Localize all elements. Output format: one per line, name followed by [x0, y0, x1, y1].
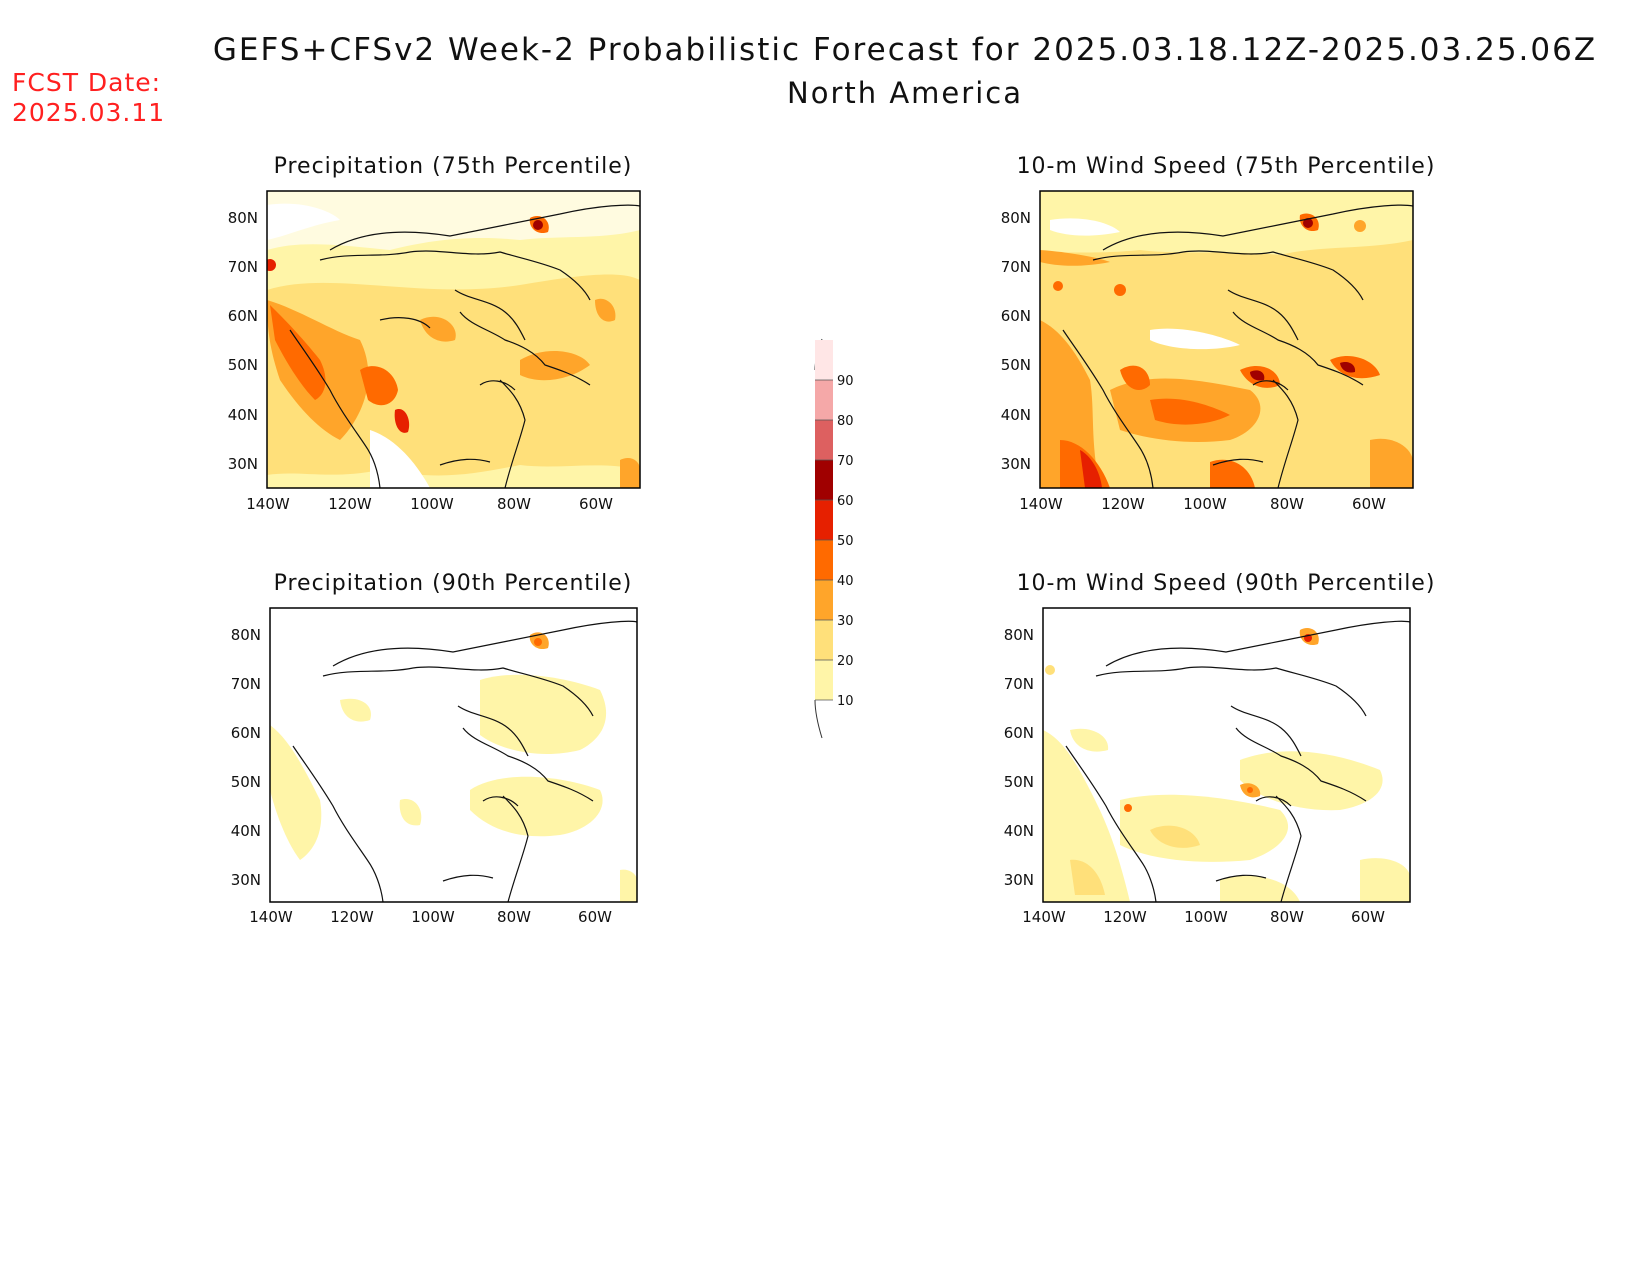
- lon-label: 140W: [246, 495, 290, 513]
- lon-label: 60W: [578, 908, 612, 926]
- coastlines: [1065, 620, 1410, 902]
- lon-label: 120W: [1101, 495, 1145, 513]
- coastlines: [292, 620, 637, 902]
- colorbar-label: 30: [837, 614, 854, 629]
- lon-labels: 140W 120W 100W 80W 60W: [1022, 908, 1385, 926]
- lon-label: 100W: [410, 495, 454, 513]
- panel-precip-90: Precipitation (90th Percentile) 80N 70N: [231, 571, 638, 926]
- lat-label: 30N: [1004, 871, 1034, 889]
- colorbar-swatch: [815, 500, 833, 540]
- lon-label: 100W: [411, 908, 455, 926]
- panel-title: Precipitation (90th Percentile): [274, 571, 633, 596]
- lat-label: 80N: [231, 626, 261, 644]
- lon-label: 100W: [1184, 908, 1228, 926]
- coastlines: [1062, 204, 1413, 488]
- lat-labels: 80N 70N 60N 50N 40N 30N: [1004, 626, 1034, 889]
- lat-label: 30N: [231, 871, 261, 889]
- lat-label: 60N: [228, 307, 258, 325]
- colorbar-label: 70: [837, 454, 854, 469]
- panel-wind-75: 10-m Wind Speed (75th Percentile): [1001, 154, 1436, 513]
- colorbar-label: 60: [837, 494, 854, 509]
- lon-labels: 140W 120W 100W 80W 60W: [249, 908, 612, 926]
- panel-wind-90: 10-m Wind Speed (90th Percentile): [1004, 571, 1436, 926]
- lon-label: 60W: [1352, 495, 1386, 513]
- fcst-date-label: FCST Date:: [12, 68, 162, 97]
- lon-label: 80W: [1270, 908, 1304, 926]
- lat-label: 50N: [231, 773, 261, 791]
- panel-title: Precipitation (75th Percentile): [274, 154, 633, 179]
- lat-label: 60N: [1004, 724, 1034, 742]
- main-title: GEFS+CFSv2 Week-2 Probabilistic Forecast…: [212, 32, 1598, 68]
- map-frame: [1042, 607, 1411, 903]
- lon-labels: 140W 120W 100W 80W 60W: [1019, 495, 1386, 513]
- lat-label: 40N: [1001, 406, 1031, 424]
- colorbar-swatch: [815, 420, 833, 460]
- probability-shading: [1043, 608, 1410, 902]
- colorbar-label: 10: [837, 694, 854, 709]
- colorbar-swatch: [815, 620, 833, 660]
- probability-shading: [270, 608, 637, 902]
- lat-label: 80N: [228, 209, 258, 227]
- lat-label: 70N: [1001, 258, 1031, 276]
- lon-label: 60W: [579, 495, 613, 513]
- map-frame: [1039, 190, 1414, 489]
- lat-label: 70N: [228, 258, 258, 276]
- lat-label: 50N: [1001, 356, 1031, 374]
- colorbar-swatch: [815, 340, 833, 380]
- lat-label: 70N: [1004, 675, 1034, 693]
- lat-label: 60N: [1001, 307, 1031, 325]
- lat-label: 30N: [228, 455, 258, 473]
- colorbar-label: 90: [837, 374, 854, 389]
- region-subtitle: North America: [787, 76, 1023, 110]
- probability-shading: [1040, 191, 1413, 488]
- colorbar-swatch: [815, 380, 833, 420]
- lon-label: 60W: [1351, 908, 1385, 926]
- lon-label: 140W: [1022, 908, 1066, 926]
- colorbar-label: 40: [837, 574, 854, 589]
- lat-label: 50N: [1004, 773, 1034, 791]
- colorbar-swatch: [815, 540, 833, 580]
- colorbar-swatch: [815, 460, 833, 500]
- lon-label: 120W: [1103, 908, 1147, 926]
- lat-label: 40N: [1004, 822, 1034, 840]
- colorbar-label: 80: [837, 414, 854, 429]
- lon-label: 100W: [1183, 495, 1227, 513]
- lon-label: 140W: [249, 908, 293, 926]
- lat-labels: 80N 70N 60N 50N 40N 30N: [228, 209, 258, 473]
- map-frame: [269, 607, 638, 903]
- panel-precip-75: Precipitation (75th Percentile): [228, 154, 641, 513]
- lat-labels: 80N 70N 60N 50N 40N 30N: [1001, 209, 1031, 473]
- panel-title: 10-m Wind Speed (90th Percentile): [1017, 571, 1436, 596]
- lat-label: 40N: [228, 406, 258, 424]
- lat-label: 70N: [231, 675, 261, 693]
- lon-label: 80W: [497, 908, 531, 926]
- coastlines: [289, 204, 640, 488]
- colorbar-swatch: [815, 660, 833, 700]
- colorbar-swatch: [815, 580, 833, 620]
- lat-label: 80N: [1001, 209, 1031, 227]
- colorbar-legend: 10 20 30 40 50 60 70 80 90: [814, 338, 854, 739]
- colorbar-label: 50: [837, 534, 854, 549]
- panel-title: 10-m Wind Speed (75th Percentile): [1017, 154, 1436, 179]
- lat-label: 30N: [1001, 455, 1031, 473]
- lat-label: 60N: [231, 724, 261, 742]
- map-frame: [266, 190, 641, 489]
- lon-label: 120W: [330, 908, 374, 926]
- lat-label: 40N: [231, 822, 261, 840]
- lat-labels: 80N 70N 60N 50N 40N 30N: [231, 626, 261, 889]
- colorbar-label: 20: [837, 654, 854, 669]
- colorbar-bottom-cap: [814, 699, 823, 739]
- fcst-date-value: 2025.03.11: [12, 98, 166, 127]
- lat-label: 50N: [228, 356, 258, 374]
- lat-label: 80N: [1004, 626, 1034, 644]
- lon-label: 140W: [1019, 495, 1063, 513]
- lon-label: 80W: [497, 495, 531, 513]
- probability-shading: [267, 191, 640, 488]
- lon-labels: 140W 120W 100W 80W 60W: [246, 495, 613, 513]
- lon-label: 80W: [1270, 495, 1304, 513]
- lon-label: 120W: [328, 495, 372, 513]
